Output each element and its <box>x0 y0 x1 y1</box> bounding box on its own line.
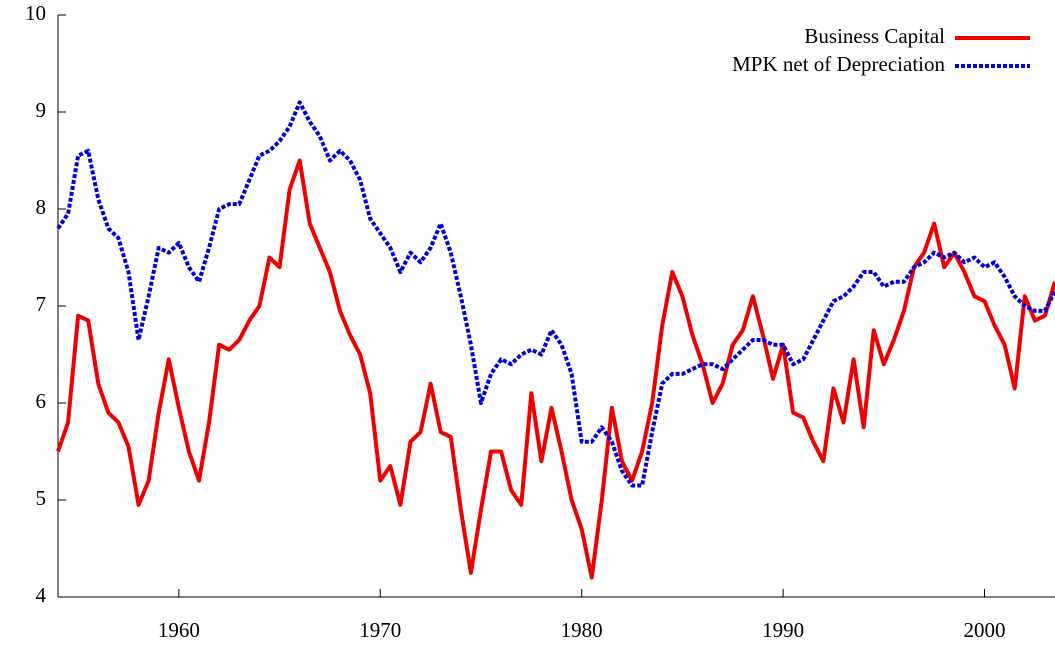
legend-label: Business Capital <box>804 24 945 48</box>
series-line <box>56 158 1055 580</box>
series-line <box>56 100 1055 488</box>
legend-label: MPK net of Depreciation <box>732 52 945 76</box>
x-tick-label: 1970 <box>359 618 401 642</box>
x-tick-label: 2000 <box>964 618 1006 642</box>
y-tick-label: 5 <box>36 486 47 510</box>
y-tick-label: 6 <box>36 389 47 413</box>
y-tick-label: 9 <box>36 98 47 122</box>
y-tick-label: 7 <box>36 292 47 316</box>
x-tick-label: 1980 <box>561 618 603 642</box>
x-tick-label: 1960 <box>158 618 200 642</box>
y-tick-label: 10 <box>25 1 46 25</box>
y-tick-label: 8 <box>36 195 47 219</box>
y-tick-label: 4 <box>36 583 47 607</box>
x-tick-label: 1990 <box>762 618 804 642</box>
